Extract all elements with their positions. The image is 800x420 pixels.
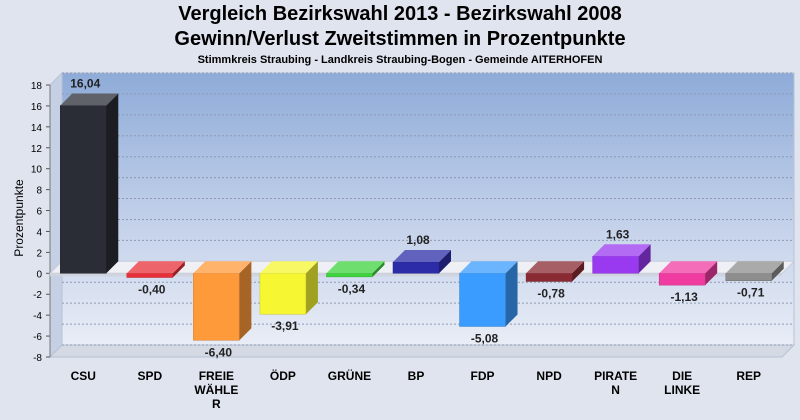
- x-tick-label: CSU: [71, 369, 96, 383]
- data-label: 1,63: [606, 227, 630, 241]
- y-tick-label: 10: [31, 165, 43, 176]
- data-label: -0,78: [537, 286, 565, 300]
- bar: [658, 273, 706, 286]
- data-label: -0,40: [138, 282, 166, 296]
- bar-top: [459, 261, 518, 274]
- bar: [60, 105, 107, 274]
- bar: [525, 273, 573, 282]
- bar-top: [592, 244, 651, 257]
- chart-subtitle: Gewinn/Verlust Zweitstimmen in Prozentpu…: [174, 28, 626, 50]
- bar-side: [439, 250, 451, 274]
- y-axis-label: Prozentpunkte: [12, 179, 26, 257]
- bar-side: [505, 261, 518, 327]
- data-label: 16,04: [70, 77, 100, 91]
- bar-side: [638, 244, 651, 274]
- bar-top: [60, 93, 119, 106]
- y-tick-label: 0: [36, 269, 42, 280]
- bar-top: [725, 261, 784, 274]
- bar: [392, 261, 440, 274]
- x-tick-label: SPD: [137, 369, 162, 383]
- bar-side: [106, 93, 119, 274]
- bar-side: [705, 261, 718, 286]
- bar-side: [239, 261, 252, 341]
- y-tick-label: -8: [33, 353, 42, 364]
- bar-top: [659, 261, 718, 274]
- x-tick-label: REP: [736, 369, 761, 383]
- data-label: -0,34: [338, 282, 366, 296]
- x-tick-label: NPD: [536, 369, 562, 383]
- bar: [193, 273, 240, 341]
- x-tick-label: DIE: [672, 369, 692, 383]
- data-label: -5,08: [471, 331, 499, 345]
- bar: [592, 256, 639, 274]
- y-tick-label: -2: [33, 290, 42, 301]
- bar: [725, 273, 772, 281]
- data-label: -3,91: [271, 319, 299, 333]
- y-tick-label: 6: [36, 207, 42, 218]
- x-tick-label: GRÜNE: [328, 368, 371, 383]
- chart-caption: Stimmkreis Straubing - Landkreis Straubi…: [197, 54, 603, 66]
- x-tick-label: N: [611, 383, 620, 397]
- bar-top: [326, 261, 385, 274]
- x-tick-label: FDP: [471, 369, 495, 383]
- bar-top: [193, 261, 252, 274]
- x-tick-label: WÄHLE: [194, 382, 238, 397]
- x-tick-label: PIRATE: [594, 369, 637, 383]
- y-tick-label: 14: [31, 123, 43, 134]
- bar: [459, 273, 506, 327]
- bar-top: [126, 261, 185, 274]
- x-tick-label: ÖDP: [270, 368, 296, 383]
- x-tick-label: BP: [408, 369, 425, 383]
- bar-side: [305, 261, 318, 315]
- x-tick-label: R: [212, 397, 221, 411]
- bar: [259, 273, 307, 315]
- data-label: -1,13: [671, 290, 699, 304]
- bar-side: [372, 261, 385, 277]
- data-label: -0,71: [737, 286, 765, 300]
- chart-title: Vergleich Bezirkswahl 2013 - Bezirkswahl…: [178, 3, 622, 25]
- plot-back-wall: [61, 72, 795, 346]
- y-tick-label: 12: [31, 144, 43, 155]
- y-tick-label: 4: [36, 227, 42, 238]
- x-tick-label: FREIE: [199, 369, 234, 383]
- bar-top: [393, 250, 451, 263]
- y-tick-label: 16: [31, 102, 43, 113]
- data-label: 1,08: [406, 233, 430, 247]
- x-tick-label: LINKE: [664, 383, 700, 397]
- bar: [126, 273, 174, 278]
- y-tick-label: -4: [33, 311, 42, 322]
- y-tick-label: 2: [36, 248, 42, 259]
- data-label: -6,40: [205, 345, 233, 359]
- y-tick-label: 18: [31, 81, 43, 92]
- bar-side: [172, 261, 185, 278]
- plot-floor: [48, 344, 796, 358]
- zero-plane-edge: [50, 273, 782, 277]
- y-tick-label: -6: [33, 332, 42, 343]
- bar-top: [526, 261, 585, 274]
- bar-side: [572, 261, 585, 282]
- bar-top: [259, 261, 318, 274]
- bar: [326, 273, 373, 278]
- bar-side: [771, 261, 784, 281]
- y-tick-label: 8: [36, 186, 42, 197]
